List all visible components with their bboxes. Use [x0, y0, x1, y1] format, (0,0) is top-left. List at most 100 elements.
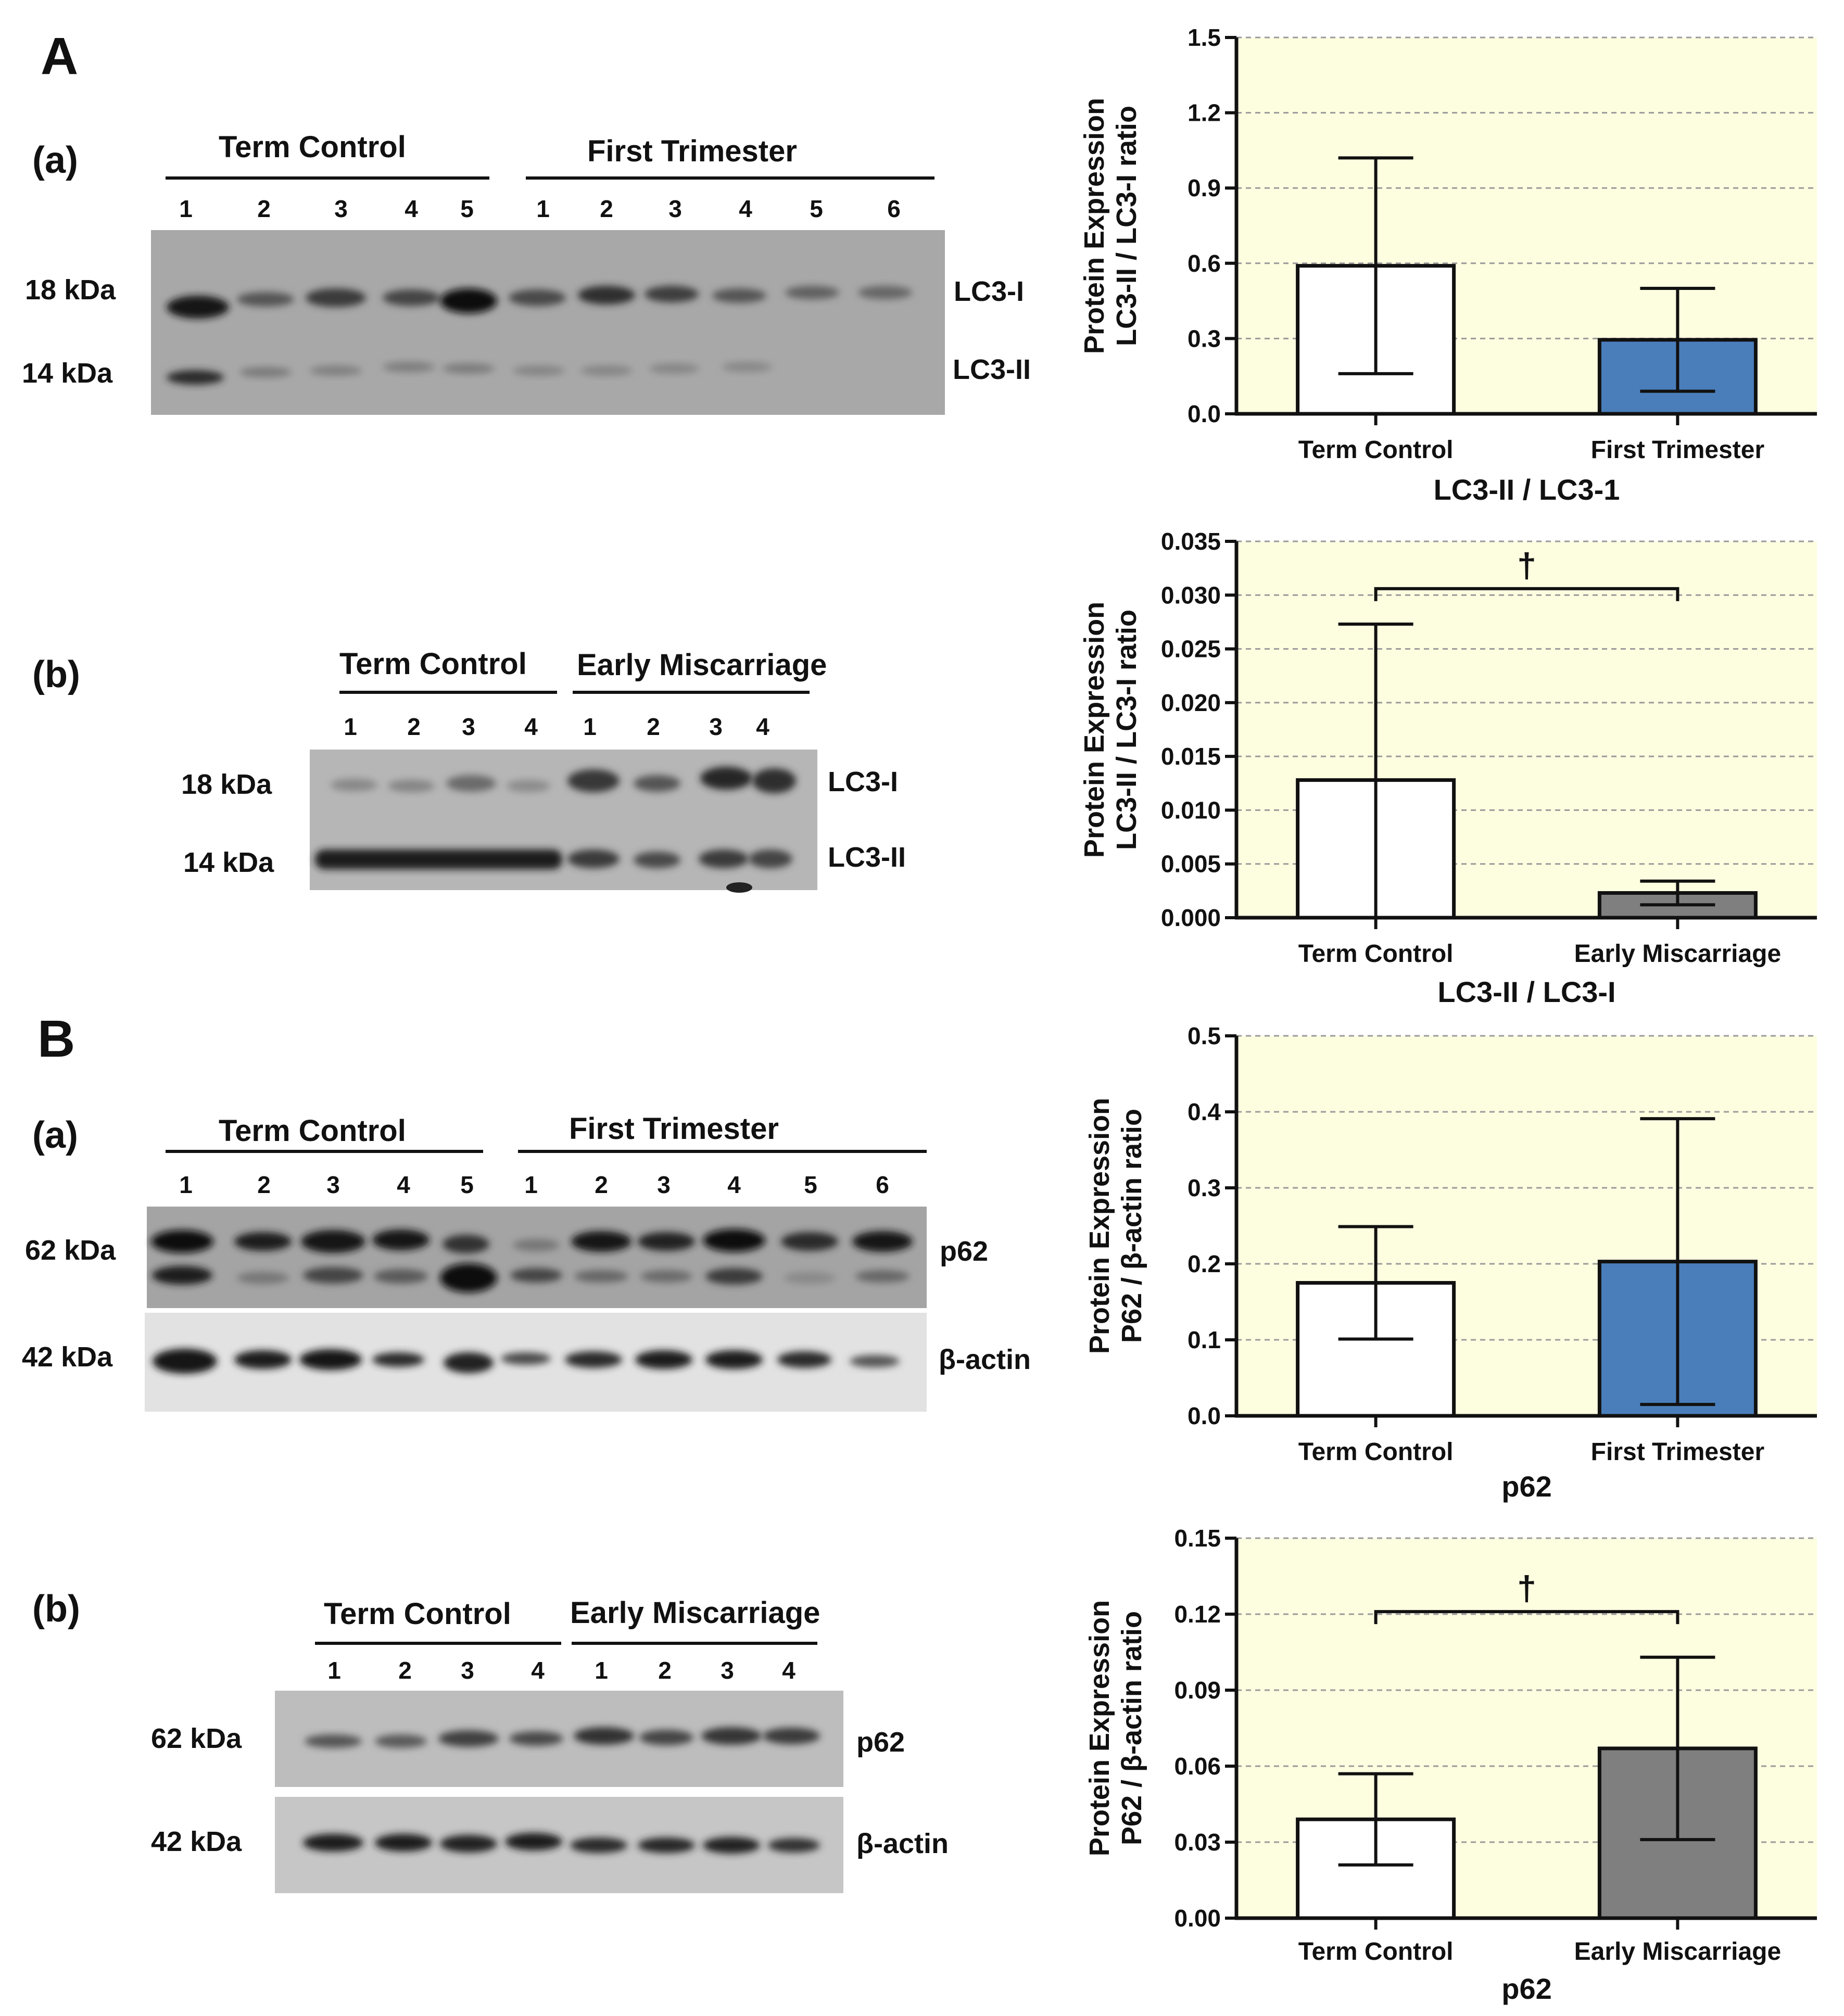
lane-number: 5 — [460, 1171, 474, 1198]
band-label: β-actin — [856, 1828, 949, 1859]
band — [712, 288, 766, 303]
band — [768, 1838, 820, 1853]
band — [372, 1352, 424, 1367]
lane-number: 4 — [524, 713, 538, 740]
lane-number: 4 — [782, 1657, 795, 1684]
band — [574, 1270, 628, 1283]
band — [703, 1229, 765, 1252]
y-axis-title: Protein ExpressionP62 / β-actin ratio — [1084, 1600, 1147, 1856]
lane-number: 2 — [407, 713, 421, 740]
band — [388, 780, 435, 792]
mw-label: 18 kDa — [25, 274, 116, 306]
band — [852, 1231, 913, 1252]
band — [634, 775, 680, 792]
blot-bands — [151, 1229, 913, 1292]
band-label: p62 — [940, 1236, 988, 1267]
y-tick-label: 0.3 — [1188, 325, 1221, 352]
band — [580, 365, 633, 376]
lane-numbers: 1 2 3 4 5 1 2 3 4 5 6 — [179, 195, 901, 222]
x-axis-title: LC3-II / LC3-1 — [1434, 473, 1620, 506]
band — [375, 1834, 432, 1852]
lane-number: 4 — [739, 195, 752, 222]
lane-number: 5 — [810, 195, 823, 222]
band — [299, 1349, 362, 1370]
sublabel-B-a: (a) — [32, 1114, 78, 1156]
band — [699, 849, 749, 868]
band — [239, 367, 292, 377]
band — [513, 1239, 560, 1251]
band — [578, 286, 635, 305]
lane-numbers: 1 2 3 4 1 2 3 4 — [344, 713, 769, 740]
mw-label: 18 kDa — [181, 769, 272, 800]
band-label: LC3-I — [828, 766, 898, 797]
blot-membrane-p62 — [147, 1207, 927, 1308]
lane-number: 4 — [727, 1171, 741, 1198]
band — [565, 1351, 622, 1368]
band — [700, 767, 752, 790]
lane-number: 1 — [524, 1171, 538, 1198]
lane-number: 6 — [887, 195, 901, 222]
y-tick-label: 0.0 — [1188, 1402, 1221, 1429]
band — [234, 1350, 292, 1369]
group-label-term-control: Term Control — [219, 130, 406, 164]
group-label-term-control: Term Control — [219, 1114, 406, 1148]
y-tick-label: 0.025 — [1161, 636, 1221, 663]
band — [705, 1350, 763, 1369]
band — [440, 1835, 497, 1853]
y-axis-title-line: LC3-II / LC3-I ratio — [1111, 610, 1142, 850]
band — [634, 852, 680, 868]
chart-lc3-first-trimester: 0.0 0.3 0.6 0.9 1.2 1.5 Term Control First Trim… — [1079, 24, 1817, 506]
band — [372, 1229, 430, 1250]
band-label: LC3-I — [954, 276, 1024, 307]
y-tick-label: 0.1 — [1188, 1326, 1221, 1353]
band — [305, 1734, 362, 1748]
band — [234, 1232, 292, 1251]
lane-number: 3 — [668, 195, 682, 222]
blot-B-a: (a) Term Control First Trimester 1 2 3 4… — [22, 1112, 1031, 1412]
lane-number: 4 — [531, 1657, 545, 1684]
y-tick-label: 0.4 — [1188, 1098, 1221, 1125]
lane-number: 3 — [334, 195, 348, 222]
y-tick-label: 0.12 — [1174, 1601, 1221, 1628]
band — [167, 370, 224, 385]
sublabel-A-a: (a) — [32, 140, 78, 181]
y-axis-title-line: Protein Expression — [1079, 98, 1110, 354]
mw-label: 62 kDa — [151, 1723, 242, 1754]
lane-number: 1 — [179, 1171, 193, 1198]
band — [303, 1834, 363, 1852]
y-tick-label: 0.9 — [1188, 174, 1221, 201]
band — [855, 1270, 910, 1283]
mw-label: 42 kDa — [151, 1826, 242, 1857]
y-axis-title: Protein ExpressionLC3-II / LC3-I ratio — [1079, 98, 1142, 354]
band — [701, 1727, 762, 1745]
band — [509, 1731, 563, 1746]
y-axis-title-line: LC3-II / LC3-I ratio — [1111, 106, 1142, 346]
y-tick-label: 0.2 — [1188, 1250, 1221, 1277]
lane-number: 3 — [709, 713, 723, 740]
lane-number: 2 — [595, 1171, 608, 1198]
lane-number: 1 — [536, 195, 550, 222]
y-tick-label: 1.2 — [1188, 99, 1221, 126]
band — [375, 1734, 427, 1748]
lane-number: 5 — [460, 195, 474, 222]
x-category-label: Term Control — [1298, 940, 1454, 968]
band — [438, 1730, 499, 1747]
y-tick-label: 0.3 — [1188, 1174, 1221, 1201]
band — [152, 1266, 212, 1285]
x-category-label: Early Miscarriage — [1574, 1938, 1782, 1966]
y-axis-title-line: P62 / β-actin ratio — [1116, 1109, 1147, 1343]
band — [510, 1268, 562, 1283]
significance-marker: † — [1517, 546, 1536, 585]
band — [635, 1350, 692, 1369]
band — [638, 1232, 695, 1251]
band — [374, 1269, 428, 1284]
band — [167, 296, 229, 319]
mw-label: 62 kDa — [25, 1235, 116, 1266]
group-label-early-miscarriage: Early Miscarriage — [570, 1596, 820, 1630]
band — [513, 365, 565, 376]
lane-number: 2 — [647, 713, 660, 740]
lane-number: 2 — [658, 1657, 672, 1684]
significance-bracket — [1374, 1610, 1679, 1625]
band-label: LC3-II — [953, 354, 1031, 385]
group-label-first-trimester: First Trimester — [587, 134, 797, 168]
